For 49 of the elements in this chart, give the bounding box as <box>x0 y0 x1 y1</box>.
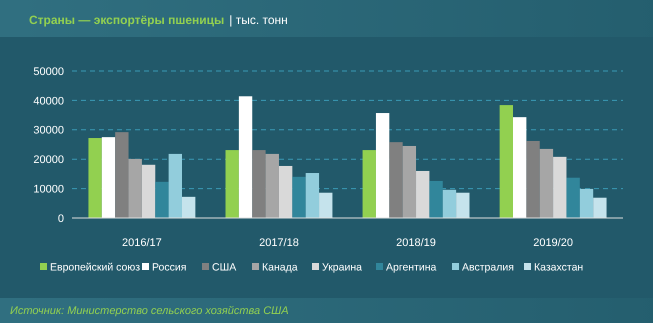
legend-label: США <box>212 262 236 274</box>
bar <box>252 150 266 218</box>
bar <box>429 180 443 218</box>
bar <box>306 173 320 218</box>
legend-label: Европейский союз <box>50 262 140 274</box>
legend-label: Аргентина <box>386 262 437 274</box>
legend-label: Канада <box>262 262 298 274</box>
bar <box>526 140 540 218</box>
bar <box>376 113 390 218</box>
bar <box>456 192 470 218</box>
bar <box>580 188 594 218</box>
bar <box>168 154 182 218</box>
bar <box>362 150 376 218</box>
bar <box>226 150 239 218</box>
x-tick-label: 2018/19 <box>396 237 436 249</box>
text: Источник: Министерство сельского хозяйства США <box>10 305 289 317</box>
bar <box>540 148 554 218</box>
y-tick-label: 20000 <box>33 154 64 166</box>
x-tick-label: 2016/17 <box>122 237 162 249</box>
bar <box>500 105 514 218</box>
bar <box>292 176 306 218</box>
y-tick-label: 10000 <box>33 183 64 196</box>
legend-label: Австралия <box>462 262 514 274</box>
bar <box>389 142 403 218</box>
chart-title: Страны — экспортёры пшеницы <box>29 13 224 27</box>
bar <box>238 96 252 218</box>
legend-label: Украина <box>322 262 362 274</box>
bar <box>155 182 169 218</box>
y-tick-label: 0 <box>58 212 64 225</box>
y-tick-label: 40000 <box>33 95 64 108</box>
bar <box>182 196 196 218</box>
x-tick-label: 2019/20 <box>533 237 573 249</box>
bar <box>115 132 129 218</box>
bar <box>402 146 416 218</box>
y-tick-label: 50000 <box>33 66 64 78</box>
legend-label: Россия <box>152 262 186 274</box>
legend-label: Казахстан <box>534 262 584 274</box>
bar <box>442 190 456 218</box>
bar <box>128 158 142 218</box>
bar <box>88 138 102 218</box>
bar <box>266 154 279 218</box>
bar <box>593 198 607 218</box>
bar <box>102 137 116 218</box>
bar <box>319 192 332 218</box>
x-tick-label: 2017/18 <box>259 237 299 249</box>
y-tick-label: 30000 <box>33 124 64 137</box>
chart-subtitle: | тыс. тонн <box>229 13 288 27</box>
bar <box>513 117 526 218</box>
bar <box>566 178 580 218</box>
